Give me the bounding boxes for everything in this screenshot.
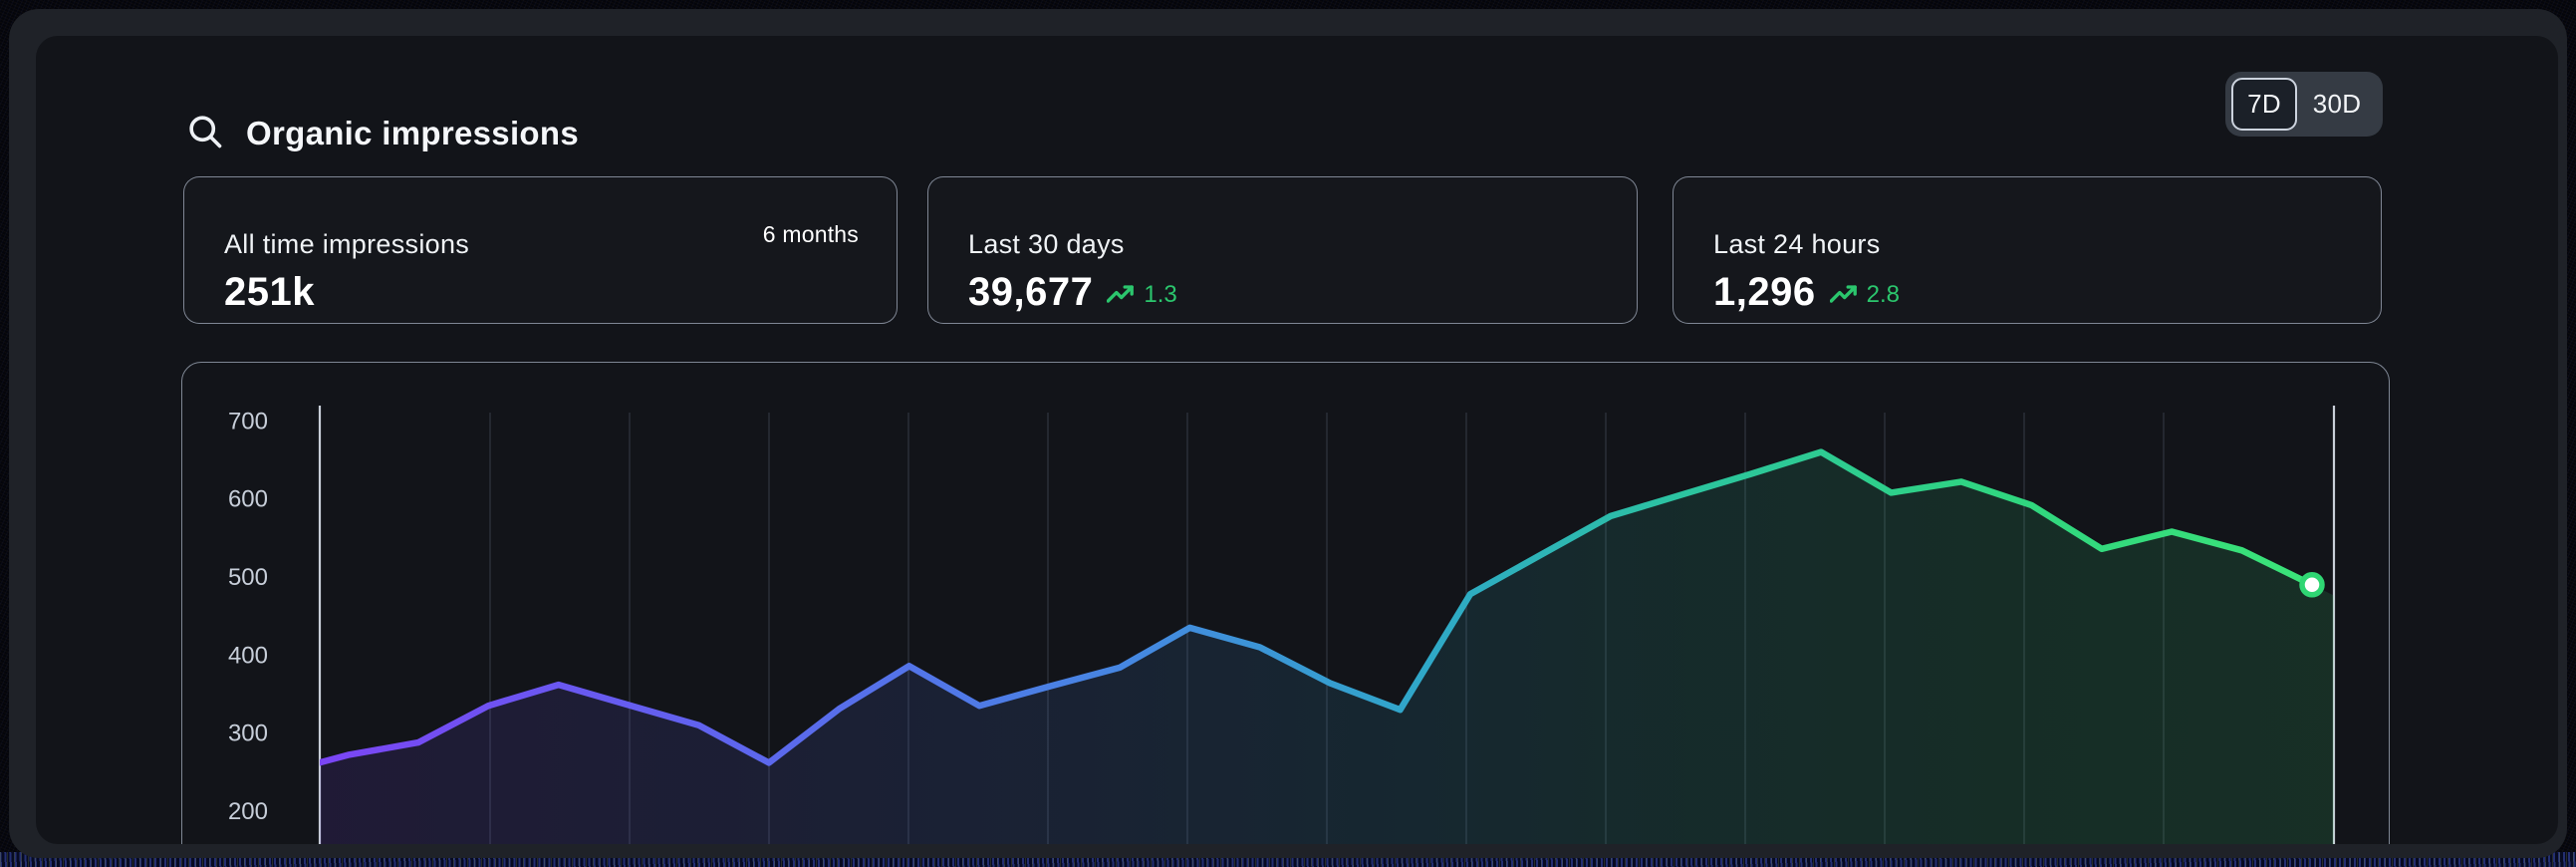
impressions-line-chart[interactable]: 700 600 500 400 300 200 (36, 36, 2558, 844)
dashboard-panel: Organic impressions 7D 30D All time impr… (36, 36, 2558, 844)
stat-card-label: Last 24 hours (1713, 229, 1881, 259)
trend-up-icon (1107, 285, 1135, 303)
page-title: Organic impressions (246, 115, 579, 151)
stat-card-label: All time impressions (224, 229, 470, 259)
stat-card-period-badge: 6 months (762, 221, 859, 247)
stat-card-last-24-hours: Last 24 hours 1,296 2.8 (1673, 176, 2382, 324)
svg-text:700: 700 (228, 408, 268, 434)
stat-card-value: 251k (224, 270, 315, 314)
stat-card-value: 39,677 (968, 270, 1094, 314)
svg-text:300: 300 (228, 721, 268, 747)
svg-text:200: 200 (228, 798, 268, 825)
trend-line (320, 448, 2316, 766)
stat-card-last-30-days: Last 30 days 39,677 1.3 (927, 176, 1638, 324)
range-button-7d[interactable]: 7D (2231, 78, 2297, 131)
stat-card-delta: 2.8 (1866, 281, 1900, 308)
stat-card-all-time: All time impressions 6 months 251k (183, 176, 898, 324)
svg-text:400: 400 (228, 642, 268, 669)
range-button-30d[interactable]: 30D (2312, 89, 2362, 119)
stat-card-value: 1,296 (1713, 270, 1816, 314)
trend-up-icon (1829, 285, 1857, 303)
window-frame: Organic impressions 7D 30D All time impr… (9, 9, 2567, 858)
area-fill (320, 451, 2334, 844)
svg-text:500: 500 (228, 564, 268, 591)
y-axis-labels: 700 600 500 400 300 200 (228, 408, 268, 825)
search-icon[interactable] (187, 114, 223, 149)
stat-card-label: Last 30 days (968, 229, 1125, 259)
stat-card-delta: 1.3 (1144, 281, 1177, 308)
last-point-dot (2299, 572, 2325, 598)
svg-text:600: 600 (228, 486, 268, 513)
impressions-chart-card (181, 362, 2390, 844)
time-range-toggle: 7D 30D (2225, 72, 2383, 137)
